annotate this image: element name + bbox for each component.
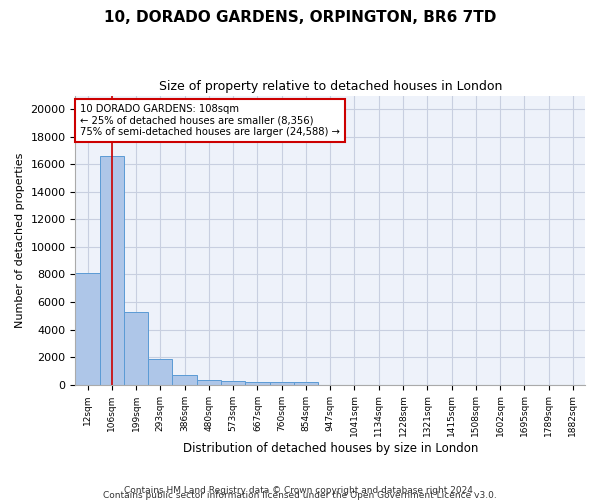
Title: Size of property relative to detached houses in London: Size of property relative to detached ho… [158, 80, 502, 93]
Bar [197, 380, 221, 384]
Text: Contains HM Land Registry data © Crown copyright and database right 2024.: Contains HM Land Registry data © Crown c… [124, 486, 476, 495]
Y-axis label: Number of detached properties: Number of detached properties [15, 152, 25, 328]
Bar [294, 382, 318, 384]
Bar [245, 382, 269, 384]
Bar [100, 156, 124, 384]
X-axis label: Distribution of detached houses by size in London: Distribution of detached houses by size … [182, 442, 478, 455]
Text: 10 DORADO GARDENS: 108sqm
← 25% of detached houses are smaller (8,356)
75% of se: 10 DORADO GARDENS: 108sqm ← 25% of detac… [80, 104, 340, 138]
Text: 10, DORADO GARDENS, ORPINGTON, BR6 7TD: 10, DORADO GARDENS, ORPINGTON, BR6 7TD [104, 10, 496, 25]
Bar [221, 381, 245, 384]
Bar [148, 359, 172, 384]
Bar [269, 382, 294, 384]
Bar [76, 273, 100, 384]
Bar [124, 312, 148, 384]
Bar [172, 375, 197, 384]
Text: Contains public sector information licensed under the Open Government Licence v3: Contains public sector information licen… [103, 491, 497, 500]
